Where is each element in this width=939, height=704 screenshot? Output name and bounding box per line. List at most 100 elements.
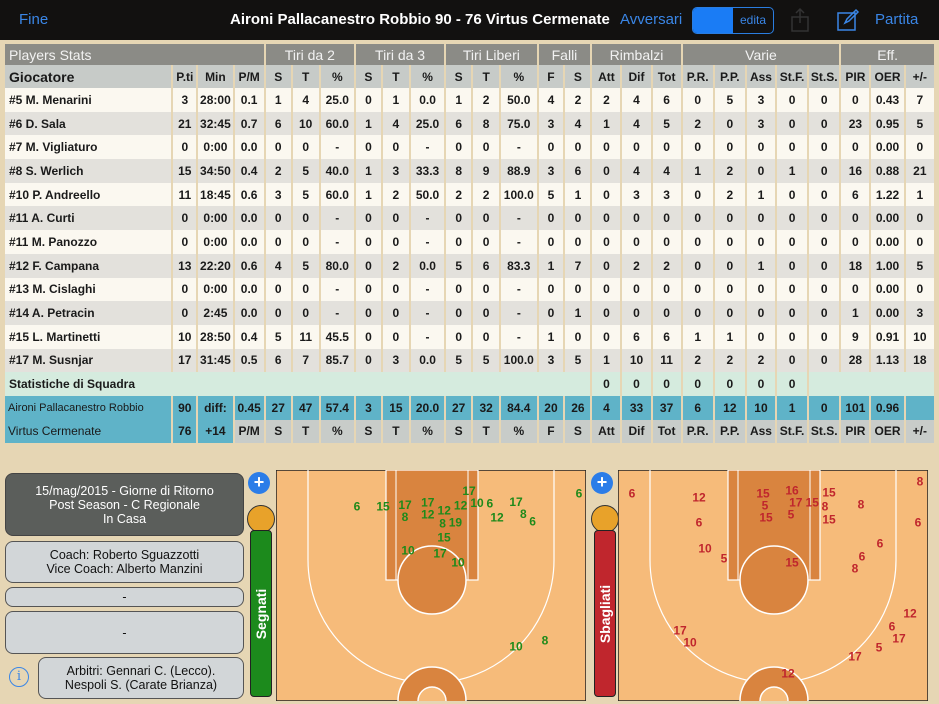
column-footer: S <box>565 419 591 444</box>
table-row: Virtus Cermenate 76 +14 P/M S T% S T% S T% F S Att Di… <box>5 419 934 444</box>
info-icon[interactable]: i <box>9 667 29 687</box>
done-button[interactable]: Fine <box>19 11 49 28</box>
opponents-button[interactable]: Avversari <box>620 11 683 28</box>
stat-cell: - <box>501 324 537 349</box>
stat-cell: 32:45 <box>198 111 233 136</box>
stat-cell: 10 <box>173 324 197 349</box>
stat-cell: 0 <box>292 301 319 325</box>
stat-cell: 0 <box>652 301 681 325</box>
stat-cell: 7 <box>905 88 934 112</box>
stat-cell: 0 <box>776 135 808 160</box>
table-cell: 20 <box>538 395 564 420</box>
shot-marker: 12 <box>903 606 917 620</box>
shot-marker: 17 <box>433 546 447 560</box>
stat-cell: 0 <box>292 206 319 231</box>
stat-cell: 0 <box>565 230 591 254</box>
table-cell: 32 <box>473 395 500 420</box>
stat-cell: 0 <box>622 230 651 254</box>
stat-cell: 0 <box>652 135 681 160</box>
stat-cell: 0 <box>622 277 651 302</box>
stat-cell: 0.0 <box>410 253 445 278</box>
stat-cell: 9 <box>473 159 500 183</box>
toggle-on-segment[interactable] <box>693 8 733 33</box>
shot-marker: 6 <box>915 515 922 529</box>
stat-cell: 13 <box>173 253 197 278</box>
share-icon[interactable] <box>790 7 810 33</box>
edit-toggle[interactable]: edita <box>692 7 774 34</box>
missed-label: Sbagliati <box>597 584 613 643</box>
stat-cell: 0 <box>809 301 840 325</box>
edit-icon[interactable] <box>836 8 860 32</box>
stat-cell: 17 <box>173 348 197 373</box>
stat-cell: 0 <box>776 253 808 278</box>
shot-marker: 15 <box>822 512 836 526</box>
stat-cell: 16 <box>841 159 870 183</box>
table-row: Players Stats Tiri da 2 Tiri da 3 Tiri Libe… <box>5 44 934 65</box>
shot-marker: 17 <box>398 498 412 512</box>
stat-cell: 3 <box>905 301 934 325</box>
stat-cell: 0 <box>473 301 500 325</box>
stat-cell: 0.43 <box>871 88 904 112</box>
stat-cell: 0 <box>382 277 409 302</box>
stat-cell: 0 <box>538 301 564 325</box>
stat-cell: 0 <box>905 277 934 302</box>
info-field-2: - <box>5 611 244 654</box>
center-inner-circle <box>417 686 447 701</box>
stat-cell: 0 <box>746 277 775 302</box>
zoom-made-icon[interactable]: + <box>248 472 270 494</box>
missed-shots-tab[interactable]: Sbagliati <box>594 530 616 697</box>
stat-cell: 2 <box>746 348 775 373</box>
table-cell: 33 <box>622 395 651 420</box>
group-header: Players Stats <box>5 44 264 65</box>
stat-cell: 1 <box>746 182 775 207</box>
stat-cell: 10 <box>292 111 319 136</box>
table-cell: 12 <box>714 395 745 420</box>
stat-cell: 0 <box>592 253 621 278</box>
diff-value: +14 <box>198 419 233 444</box>
stat-cell: 0 <box>776 324 808 349</box>
stat-cell: 0.91 <box>871 324 904 349</box>
made-shots-tab[interactable]: Segnati <box>250 530 272 697</box>
stat-cell: 0 <box>841 88 870 112</box>
info-field-1-text: - <box>122 590 127 604</box>
game-button[interactable]: Partita <box>875 11 919 28</box>
stat-cell: 0 <box>446 230 472 254</box>
shot-marker: 6 <box>576 486 583 500</box>
stat-cell: 0 <box>809 182 840 207</box>
column-header: F <box>538 65 564 88</box>
stat-cell: 4 <box>538 88 564 112</box>
column-header: P.P. <box>714 65 745 88</box>
zoom-missed-icon[interactable]: + <box>591 472 613 494</box>
table-row: #11 M. Panozzo 0 0:00 0.0 0 0-0 0-0 0-0 0 0 0 0 0 0 0 0… <box>5 230 934 254</box>
stat-cell: 0 <box>809 324 840 349</box>
player-name: #8 S. Werlich <box>5 159 172 183</box>
stat-cell: 0 <box>682 206 713 231</box>
shot-marker: 8 <box>852 561 859 575</box>
column-footer: Ass <box>746 419 775 444</box>
stat-cell: 0 <box>565 324 591 349</box>
stat-cell: 60.0 <box>320 182 354 207</box>
column-footer: St.F. <box>776 419 808 444</box>
player-name: #5 M. Menarini <box>5 88 172 112</box>
free-throw-circle <box>739 545 809 615</box>
toggle-edit-label[interactable]: edita <box>739 13 767 27</box>
stat-cell: 0 <box>622 206 651 231</box>
stat-cell: 1 <box>592 111 621 136</box>
table-cell: 20.0 <box>410 395 445 420</box>
stat-cell: 2 <box>714 348 745 373</box>
stat-cell: 0 <box>355 301 381 325</box>
column-header: T <box>473 65 500 88</box>
stat-cell: 1 <box>355 182 381 207</box>
stat-cell: 6 <box>565 159 591 183</box>
column-header: S <box>265 65 291 88</box>
player-name: #7 M. Vigliaturo <box>5 135 172 160</box>
stat-cell: 83.3 <box>501 253 537 278</box>
table-row: Statistiche di Squadra 0 0 0 0 0 0 0 <box>5 372 934 396</box>
column-header: T <box>292 65 319 88</box>
center-circle <box>397 666 467 701</box>
stat-cell: 0 <box>382 230 409 254</box>
stat-cell: 5 <box>265 324 291 349</box>
info-field-1: - <box>5 587 244 607</box>
stat-cell: 4 <box>652 159 681 183</box>
stat-cell: 0.95 <box>871 111 904 136</box>
